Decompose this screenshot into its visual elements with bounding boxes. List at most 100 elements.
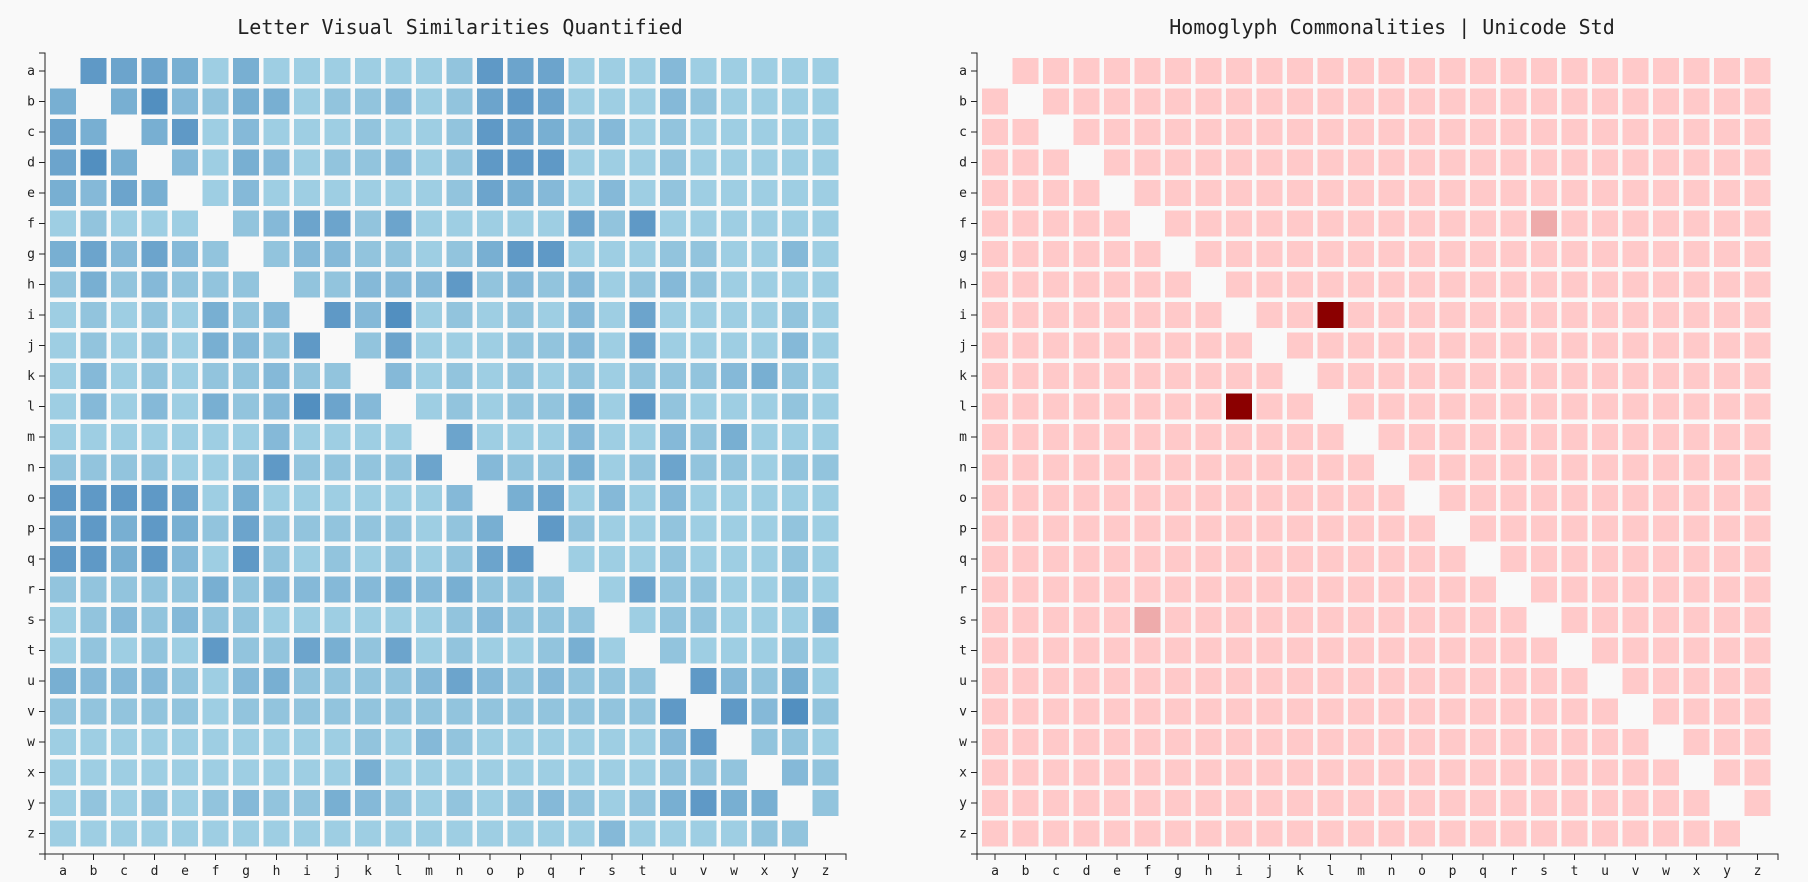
homoglyph-cell-k-j	[1256, 363, 1283, 389]
similarity-cell-s-x	[751, 607, 778, 633]
homoglyph-cell-s-b	[1012, 607, 1039, 633]
homoglyph-cell-b-d	[1073, 88, 1100, 115]
homoglyph-cell-t-i	[1226, 637, 1252, 664]
similarity-cell-k-q	[538, 363, 564, 389]
similarity-cell-y-n	[446, 790, 473, 816]
similarity-cell-u-y	[782, 668, 808, 694]
similarity-cell-q-b	[80, 546, 107, 572]
similarity-cell-z-s	[599, 820, 625, 847]
similarity-cell-s-e	[172, 607, 198, 633]
homoglyph-cell-t-w	[1653, 637, 1679, 664]
similarity-cell-j-w	[721, 332, 747, 359]
homoglyph-cell-y-h	[1195, 790, 1222, 816]
homoglyph-cell-j-v	[1622, 332, 1649, 359]
homoglyph-cell-u-d	[1073, 668, 1100, 694]
homoglyph-cell-l-t	[1561, 393, 1588, 420]
homoglyph-cell-s-a	[982, 607, 1008, 633]
homoglyph-cell-a-t	[1561, 58, 1588, 84]
similarity-cell-y-l	[385, 790, 412, 816]
homoglyph-cell-t-m	[1348, 637, 1374, 664]
homoglyph-cell-m-g	[1165, 424, 1191, 450]
homoglyph-cell-j-p	[1439, 332, 1466, 359]
similarity-y-tick-label: h	[27, 278, 35, 293]
similarity-cell-g-e	[172, 241, 198, 267]
homoglyph-cell-h-l	[1317, 271, 1344, 298]
similarity-cell-n-f	[202, 454, 229, 481]
homoglyph-cell-u-o	[1409, 668, 1435, 694]
homoglyph-cell-b-n	[1378, 88, 1405, 115]
similarity-cell-s-c	[111, 607, 137, 633]
similarity-cell-e-z	[812, 180, 839, 206]
homoglyph-cell-i-c	[1043, 302, 1069, 328]
homoglyph-cell-j-r	[1500, 332, 1527, 359]
similarity-cell-u-v	[690, 668, 717, 694]
homoglyph-cell-b-c	[1043, 88, 1069, 115]
homoglyph-cell-c-q	[1470, 119, 1496, 145]
homoglyph-x-tick-label: j	[1266, 864, 1274, 879]
homoglyph-cell-a-b	[1012, 58, 1039, 84]
homoglyph-cell-j-y	[1714, 332, 1740, 359]
similarity-cell-x-k	[355, 759, 381, 786]
similarity-cell-r-x	[751, 576, 778, 603]
similarity-cell-o-w	[721, 485, 747, 511]
similarity-cell-u-j	[324, 668, 351, 694]
homoglyph-cell-u-r	[1500, 668, 1527, 694]
similarity-cell-o-c	[111, 485, 137, 511]
similarity-cell-q-e	[172, 546, 198, 572]
homoglyph-cell-l-g	[1165, 393, 1191, 420]
homoglyph-cell-s-n	[1378, 607, 1405, 633]
homoglyph-cell-g-o	[1409, 241, 1435, 267]
homoglyph-cell-w-o	[1409, 729, 1435, 755]
homoglyph-y-tick-label: h	[959, 278, 967, 293]
similarity-cell-v-k	[355, 698, 381, 725]
similarity-cell-h-f	[202, 271, 229, 298]
similarity-cell-h-g	[233, 271, 259, 298]
similarity-heatmap-panel: Letter Visual Similarities Quantified a b…	[27, 15, 847, 879]
homoglyph-x-tick-label: c	[1052, 864, 1060, 879]
homoglyph-cell-b-x	[1683, 88, 1710, 115]
homoglyph-cell-f-s	[1531, 210, 1557, 237]
homoglyph-y-tick-label: r	[959, 583, 967, 598]
homoglyph-cell-j-s	[1531, 332, 1557, 359]
homoglyph-cell-v-u	[1592, 698, 1618, 725]
homoglyph-cell-r-y	[1714, 576, 1740, 603]
similarity-cell-z-b	[80, 820, 107, 847]
similarity-cell-r-p	[507, 576, 534, 603]
homoglyph-cell-e-k	[1287, 180, 1313, 206]
similarity-cell-b-a	[50, 88, 76, 115]
similarity-cell-u-w	[721, 668, 747, 694]
similarity-cell-c-z	[812, 119, 839, 145]
similarity-cell-w-a	[50, 729, 76, 755]
homoglyph-cell-d-b	[1012, 149, 1039, 176]
similarity-cell-f-h	[263, 210, 290, 237]
homoglyph-cell-u-h	[1195, 668, 1222, 694]
homoglyph-x-tick-label: f	[1144, 864, 1152, 879]
similarity-cell-z-a	[50, 820, 76, 847]
homoglyph-cell-p-g	[1165, 515, 1191, 542]
similarity-cell-f-p	[507, 210, 534, 237]
homoglyph-cell-p-o	[1409, 515, 1435, 542]
similarity-cell-w-i	[294, 729, 320, 755]
homoglyph-cell-q-t	[1561, 546, 1588, 572]
homoglyph-cell-o-f	[1134, 485, 1161, 511]
homoglyph-cell-t-h	[1195, 637, 1222, 664]
similarity-cell-o-x	[751, 485, 778, 511]
similarity-cell-m-e	[172, 424, 198, 450]
homoglyph-cell-m-c	[1043, 424, 1069, 450]
similarity-cell-x-z	[812, 759, 839, 786]
similarity-cell-x-j	[324, 759, 351, 786]
similarity-cell-k-r	[568, 363, 595, 389]
similarity-cell-e-w	[721, 180, 747, 206]
homoglyph-cell-l-j	[1256, 393, 1283, 420]
homoglyph-cell-a-q	[1470, 58, 1496, 84]
homoglyph-y-tick-label: o	[959, 491, 967, 506]
similarity-cell-h-d	[141, 271, 168, 298]
similarity-cell-y-v	[690, 790, 717, 816]
similarity-cell-g-v	[690, 241, 717, 267]
similarity-cell-l-x	[751, 393, 778, 420]
similarity-cell-p-y	[782, 515, 808, 542]
similarity-cell-o-i	[294, 485, 320, 511]
homoglyph-cell-e-n	[1378, 180, 1405, 206]
homoglyph-cell-d-s	[1531, 149, 1557, 176]
homoglyph-cell-n-k	[1287, 454, 1313, 481]
